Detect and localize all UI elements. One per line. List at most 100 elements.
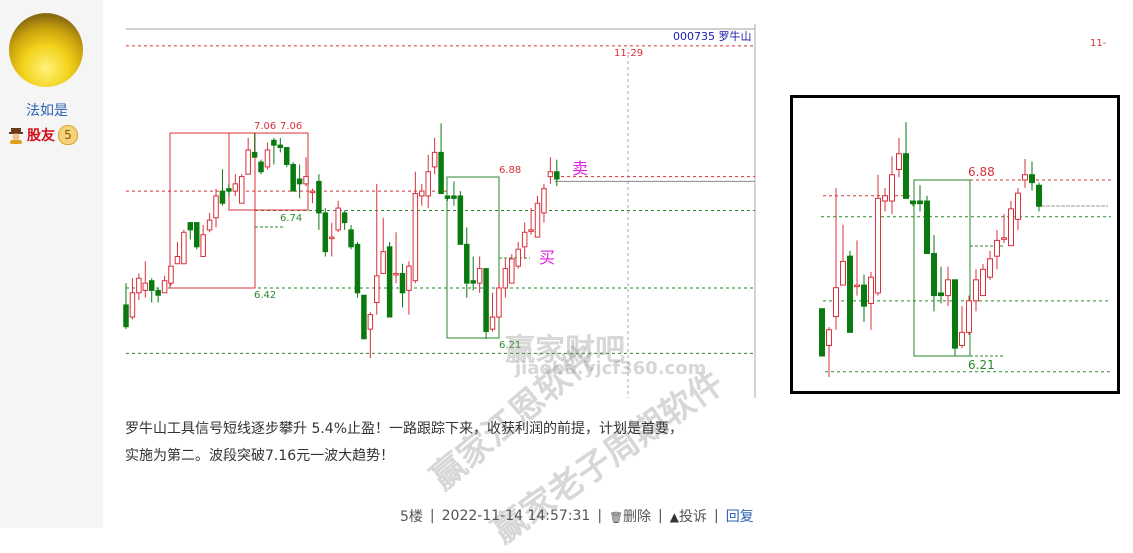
candle	[1036, 182, 1042, 212]
candle	[174, 241, 181, 265]
delete-button[interactable]: 🗑删除	[609, 506, 651, 526]
candle-body	[174, 255, 181, 265]
candle	[322, 208, 329, 257]
candle	[193, 222, 200, 250]
candle	[833, 187, 839, 330]
candle-body	[882, 195, 888, 202]
candle-body	[931, 253, 937, 297]
low-label-621: 6.21	[499, 340, 521, 351]
post-meta: 5楼 | 2022-11-14 14:57:31 | 🗑删除 | ▲投诉 | 回…	[400, 506, 754, 526]
candle	[431, 137, 438, 175]
inset-range-box	[913, 179, 971, 357]
candle-body	[168, 265, 174, 284]
candle	[457, 191, 464, 245]
avatar[interactable]	[9, 13, 83, 87]
report-button[interactable]: ▲投诉	[670, 506, 707, 526]
candle-body	[316, 180, 322, 214]
candle-body	[868, 276, 874, 304]
candle	[896, 137, 902, 178]
candle-body	[399, 272, 406, 294]
candle-body	[374, 275, 380, 303]
candle	[200, 225, 206, 257]
candle-body	[903, 153, 909, 199]
candle-body	[213, 195, 219, 219]
separator: |	[429, 508, 435, 524]
candle	[924, 195, 930, 255]
candle	[361, 294, 367, 340]
stock-label: 000735 罗牛山	[673, 29, 752, 43]
candle	[903, 122, 909, 199]
candle-body	[393, 272, 399, 276]
candle-body	[187, 222, 194, 231]
candle-body	[380, 251, 386, 274]
candle	[251, 133, 258, 158]
candle	[341, 210, 348, 230]
candle-body	[541, 188, 547, 214]
candle	[521, 222, 528, 259]
separator: |	[658, 508, 663, 524]
candle	[496, 283, 502, 320]
username-link[interactable]: 法如是	[26, 103, 68, 119]
rank-label: 股友	[27, 128, 55, 144]
candle	[399, 263, 406, 308]
candle-body	[284, 147, 290, 165]
candle-body	[826, 329, 832, 346]
candle	[348, 225, 354, 250]
candle-body	[348, 229, 354, 248]
candle	[554, 159, 560, 187]
candle	[847, 250, 853, 333]
candle-body	[303, 176, 309, 185]
candle	[528, 208, 534, 235]
candle	[386, 241, 393, 318]
candle	[258, 159, 264, 175]
candle-body	[238, 176, 245, 204]
candle-body	[1022, 174, 1028, 181]
post-line: 实施为第二。波段突破7.16元一波大趋势！	[125, 448, 395, 464]
candle-body	[161, 280, 168, 294]
candle-body	[412, 193, 419, 282]
candle	[959, 306, 965, 349]
candle-body	[528, 229, 534, 232]
candle-body	[232, 183, 239, 192]
candle	[419, 183, 425, 206]
candle-body	[875, 197, 881, 294]
user-sidebar: 法如是 股友 5	[0, 0, 103, 528]
candle	[840, 224, 846, 286]
candle-body	[854, 284, 860, 288]
reply-button[interactable]: 回复	[725, 509, 754, 525]
candle-body	[924, 200, 930, 255]
candle	[980, 264, 986, 297]
separator: |	[597, 508, 603, 524]
candle-body	[1008, 208, 1014, 247]
candle	[136, 273, 142, 301]
candle-body	[354, 243, 361, 294]
candle-body	[136, 277, 142, 294]
candle-body	[966, 300, 972, 333]
candle-body	[945, 279, 951, 297]
candle	[889, 156, 895, 215]
candle-body	[1029, 174, 1035, 184]
candle-body	[206, 219, 213, 231]
candle-body	[444, 195, 451, 199]
candle	[547, 157, 554, 184]
candle-body	[200, 234, 206, 257]
candle	[1022, 158, 1028, 188]
candle	[464, 227, 470, 298]
warning-icon: ▲	[669, 510, 679, 524]
candle-body	[521, 231, 528, 248]
candle	[219, 169, 226, 206]
candle-body	[251, 151, 258, 158]
candle	[515, 241, 521, 269]
candle-body	[457, 195, 464, 245]
candle	[931, 235, 937, 312]
range-box-2	[228, 132, 309, 211]
post-line: 罗牛山工具信号短线逐步攀升 5.4%止盈！一路跟踪下来，收获利润的前提，计划是首…	[125, 421, 684, 437]
inset-candlestick-chart: 6.88 6.21	[819, 122, 1111, 378]
candle	[444, 195, 451, 201]
candle-body	[296, 178, 303, 185]
user-rank: 股友 5	[8, 125, 78, 145]
candle-body	[419, 190, 425, 197]
candle-body	[509, 258, 515, 284]
high-label-b: 7.06	[280, 121, 302, 132]
candle-body	[938, 292, 944, 297]
